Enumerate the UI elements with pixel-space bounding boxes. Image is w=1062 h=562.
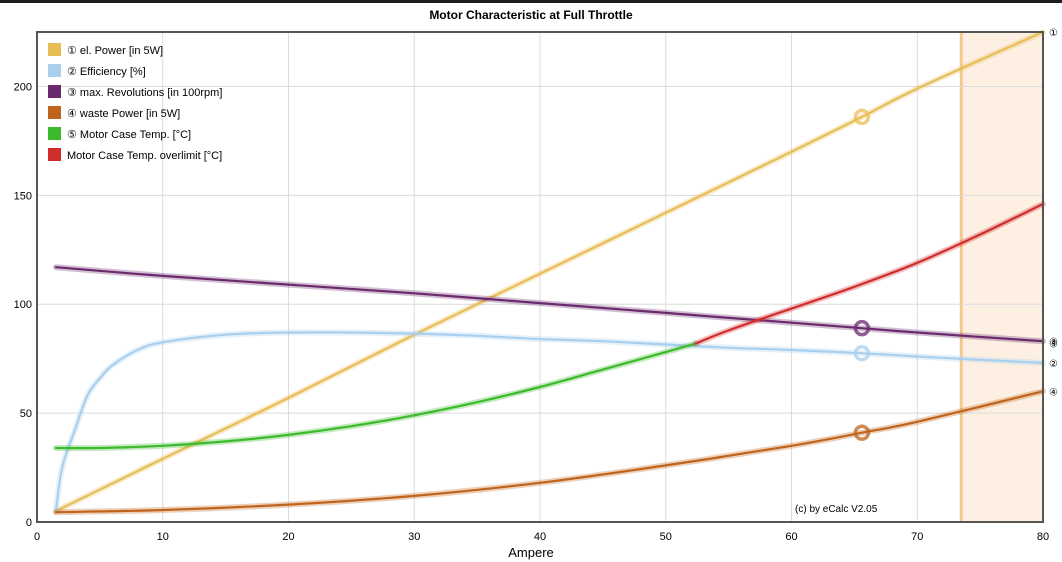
- series-line: [54, 390, 1045, 514]
- credit-text: (c) by eCalc V2.05: [795, 504, 878, 515]
- series-line: [54, 331, 1045, 513]
- legend-entry: ① el. Power [in 5W]: [67, 45, 163, 57]
- x-tick-label: 60: [785, 531, 797, 543]
- y-tick-label: 100: [14, 299, 32, 311]
- series-line: [54, 342, 697, 450]
- series-end-label: ③: [1049, 337, 1058, 348]
- series-end-label: ⑤: [1049, 339, 1058, 350]
- series-line: [694, 202, 1045, 345]
- legend-entry: ② Efficiency [%]: [67, 66, 146, 78]
- x-tick-label: 80: [1037, 531, 1049, 543]
- legend: ① el. Power [in 5W] ② Efficiency [%] ③ max…: [48, 43, 222, 162]
- chart-title: Motor Characteristic at Full Throttle: [429, 8, 633, 22]
- series-end-labels: ① ② ③ ④ ⑤: [1049, 28, 1058, 398]
- legend-swatch: [48, 85, 61, 98]
- x-tick-label: 40: [534, 531, 546, 543]
- x-tick-label: 50: [660, 531, 672, 543]
- series-halo: [52, 388, 1046, 516]
- y-tick-label: 50: [20, 408, 32, 420]
- operating-point-marker: [853, 319, 871, 337]
- legend-entry: ④ waste Power [in 5W]: [67, 108, 180, 120]
- legend-swatch: [48, 64, 61, 77]
- x-tick-label: 10: [157, 531, 169, 543]
- legend-swatch: [48, 148, 61, 161]
- legend-swatch: [48, 106, 61, 119]
- operating-point-markers: [853, 108, 871, 441]
- x-tick-label: 20: [282, 531, 294, 543]
- x-tick-label: 0: [34, 531, 40, 543]
- y-tick-label: 200: [14, 81, 32, 93]
- series-halo: [52, 340, 699, 452]
- series-line: [54, 30, 1045, 513]
- series-line: [54, 266, 1045, 343]
- axis-ticks: 0 10 20 30 40 50 60 70 80 0 50 100 150 200: [14, 81, 1049, 543]
- legend-entry: Motor Case Temp. overlimit [°C]: [67, 150, 222, 162]
- y-tick-label: 0: [26, 517, 32, 529]
- operating-point-marker: [853, 344, 871, 362]
- operating-point-marker: [853, 424, 871, 441]
- overlimit-band: [961, 32, 1043, 522]
- plot-frame: [36, 31, 1044, 523]
- series-end-label: ②: [1049, 359, 1058, 370]
- x-tick-label: 30: [408, 531, 420, 543]
- grid: [37, 32, 1043, 522]
- series-lines: [52, 29, 1046, 516]
- legend-swatch: [48, 127, 61, 140]
- legend-entry: ③ max. Revolutions [in 100rpm]: [67, 87, 222, 99]
- series-end-label: ④: [1049, 387, 1058, 398]
- legend-swatch: [48, 43, 61, 56]
- series-end-label: ①: [1049, 28, 1058, 39]
- operating-point-marker: [853, 108, 871, 126]
- top-rule: [0, 0, 1062, 3]
- legend-entry: ⑤ Motor Case Temp. [°C]: [67, 129, 191, 141]
- x-tick-label: 70: [911, 531, 923, 543]
- y-tick-label: 150: [14, 190, 32, 202]
- x-axis-label: Ampere: [508, 545, 554, 560]
- overlimit-region: [959, 32, 1043, 522]
